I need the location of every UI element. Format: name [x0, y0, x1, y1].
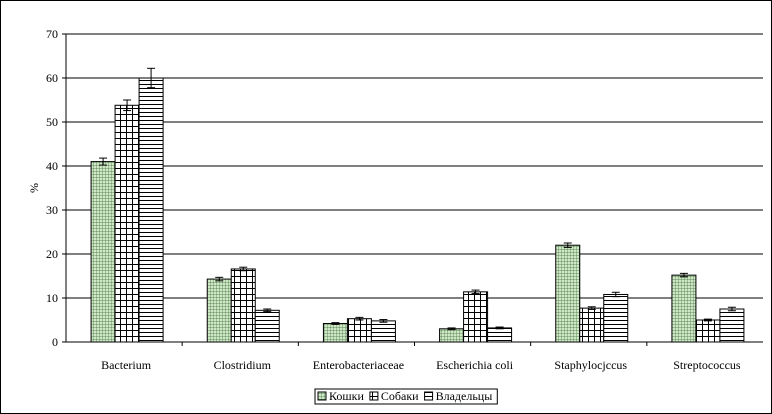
- bar-horizontal: [138, 77, 164, 343]
- bar-large-grid: [230, 268, 256, 343]
- bar-large-grid: [114, 104, 140, 343]
- error-bar: [239, 266, 248, 272]
- error-bar: [263, 308, 272, 313]
- legend-swatch: [317, 391, 327, 401]
- bar-small-grid: [555, 244, 581, 343]
- bar-large-grid: [579, 307, 605, 343]
- bar-large-grid: [695, 319, 721, 343]
- y-axis: 0 10 20 30 40 50 60 70: [46, 27, 67, 349]
- x-tick-label: Bacterium: [101, 358, 152, 372]
- legend-swatch: [369, 391, 379, 401]
- y-tick-label: 30: [46, 203, 58, 217]
- error-bar: [331, 322, 340, 325]
- error-bar: [355, 316, 364, 321]
- y-tick-label: 60: [46, 71, 58, 85]
- error-bar: [123, 99, 132, 112]
- bar-small-grid: [322, 323, 348, 343]
- bar-horizontal: [603, 293, 629, 343]
- y-tick-label: 10: [46, 291, 58, 305]
- x-tick-label: Escherichia coli: [436, 358, 514, 372]
- legend-label: Собаки: [381, 389, 419, 403]
- error-bar: [447, 327, 456, 331]
- legend-label: Владельцы: [436, 389, 493, 403]
- error-bar: [611, 291, 620, 298]
- error-bar: [703, 318, 712, 322]
- bar-horizontal: [487, 327, 513, 343]
- legend: Кошки Собаки Владельцы: [314, 388, 498, 405]
- bar-small-grid: [206, 278, 232, 343]
- bar-small-grid: [439, 328, 465, 343]
- bar-small-grid: [671, 274, 697, 343]
- x-tick-label: Clostridium: [214, 358, 272, 372]
- y-axis-label: %: [27, 183, 41, 193]
- legend-box: [314, 388, 498, 405]
- error-bar: [379, 319, 388, 323]
- y-tick-label: 70: [46, 27, 58, 41]
- legend-swatch: [424, 391, 434, 401]
- error-bar: [471, 289, 480, 295]
- x-tick-label: Streptococcus: [673, 358, 741, 372]
- bar-horizontal: [254, 309, 280, 343]
- x-tick-label: Staphylocjccus: [554, 358, 627, 372]
- error-bar: [99, 157, 108, 166]
- y-tick-label: 40: [46, 159, 58, 173]
- y-tick-label: 50: [46, 115, 58, 129]
- error-bar: [495, 326, 504, 330]
- x-axis: Bacterium Clostridium Enterobacteriaceae Es…: [66, 341, 763, 372]
- error-bar: [147, 67, 156, 89]
- x-tick-label: Enterobacteriaceae: [313, 358, 404, 372]
- legend-item: Кошки: [317, 389, 364, 403]
- bar-large-grid: [346, 318, 372, 343]
- y-tick-label: 20: [46, 247, 58, 261]
- bar-horizontal: [370, 320, 396, 343]
- error-bar: [215, 276, 224, 282]
- bar-small-grid: [90, 161, 116, 343]
- error-bar: [727, 306, 736, 312]
- y-tick-label: 0: [52, 335, 58, 349]
- bars: [90, 67, 745, 343]
- error-bar: [679, 272, 688, 278]
- legend-label: Кошки: [329, 389, 364, 403]
- gridlines: [66, 33, 763, 299]
- error-bar: [563, 242, 572, 248]
- bar-horizontal: [719, 308, 745, 343]
- legend-item: Владельцы: [424, 389, 493, 403]
- error-bar: [587, 306, 596, 310]
- bar-large-grid: [463, 291, 489, 343]
- legend-item: Собаки: [369, 389, 419, 403]
